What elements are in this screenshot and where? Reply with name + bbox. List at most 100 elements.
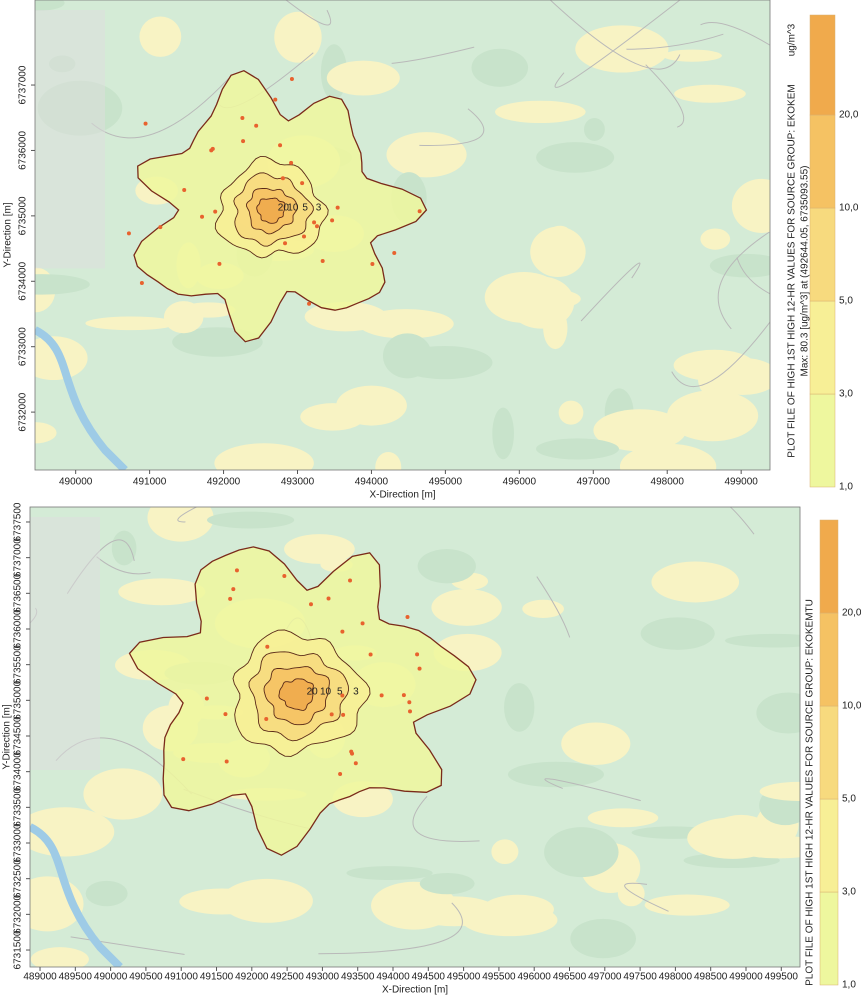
field-patch	[570, 918, 636, 959]
source-point	[340, 629, 345, 634]
field-patch	[724, 633, 800, 648]
legend-title: PLOT FILE OF HIGH 1ST HIGH 12-HR VALUES …	[787, 84, 798, 457]
contour-label: 5	[337, 687, 343, 698]
field-patch	[35, 0, 65, 11]
colorbar-band	[809, 14, 836, 116]
y-tick-label: 6733000	[18, 327, 29, 366]
x-tick-label: 496000	[518, 972, 552, 983]
source-point	[213, 209, 218, 214]
field-patch	[83, 768, 163, 820]
source-point	[408, 709, 413, 714]
source-point	[350, 751, 355, 756]
contour-label: 5	[302, 203, 308, 214]
source-point	[254, 123, 259, 128]
colorbar-band	[809, 114, 836, 209]
y-tick-label: 6734000	[18, 261, 29, 300]
field-patch	[640, 617, 715, 650]
road	[318, 902, 463, 955]
source-point	[280, 176, 285, 181]
colorbar-band	[819, 519, 839, 614]
road	[549, 0, 681, 70]
field-patch	[431, 588, 502, 626]
map-frame	[29, 506, 801, 968]
source-point	[265, 644, 270, 649]
source-point	[224, 759, 229, 764]
field-patch	[544, 827, 619, 878]
field-patch	[504, 683, 535, 732]
colorbar-label: 1,0	[842, 980, 856, 991]
field-patch	[708, 814, 774, 856]
y-tick-label: 6733000	[13, 823, 24, 862]
x-tick-label: 495000	[429, 477, 463, 488]
source-point	[228, 596, 233, 601]
source-point	[181, 757, 186, 762]
source-point	[241, 139, 246, 144]
source-point	[223, 712, 228, 717]
max-text: Max: 80.3 [ug/m^3] at (492644.05, 673509…	[800, 166, 811, 377]
colorbar-label: 10,0	[842, 701, 862, 712]
colorbar-band	[809, 393, 836, 488]
colorbar-band	[819, 798, 839, 893]
field-patch	[756, 692, 800, 734]
contour-label: 3	[353, 687, 359, 698]
road	[700, 21, 770, 46]
road	[729, 507, 755, 535]
legend-title: PLOT FILE OF HIGH 1ST HIGH 12-HR VALUES …	[805, 599, 816, 986]
source-point	[417, 666, 422, 671]
source-point	[209, 148, 214, 153]
colorbar-label: 1,0	[839, 482, 853, 493]
y-axis-label: Y-Direction [m]	[2, 704, 13, 769]
y-tick-label: 6735000	[18, 196, 29, 235]
source-point	[368, 652, 373, 657]
town	[30, 517, 100, 770]
y-tick-label: 6737500	[13, 502, 24, 541]
y-tick-label: 6734500	[13, 716, 24, 755]
colorbar-label: 5,0	[839, 296, 853, 307]
field-patch	[118, 578, 206, 606]
x-tick-label: 497000	[588, 972, 622, 983]
road	[391, 46, 475, 64]
source-point	[200, 214, 205, 219]
x-tick-label: 489500	[59, 972, 93, 983]
field-patch	[85, 880, 128, 907]
road	[70, 936, 185, 955]
source-point	[302, 234, 307, 239]
field-patch	[561, 722, 631, 765]
field-patch	[326, 60, 400, 96]
colorbar-band	[809, 300, 836, 395]
road	[671, 321, 770, 388]
colorbar-label: 3,0	[842, 887, 856, 898]
field-patch	[375, 452, 402, 470]
field-patch	[214, 443, 314, 470]
x-axis-label: X-Direction [m]	[382, 985, 448, 996]
x-tick-label: 497000	[577, 477, 611, 488]
x-tick-label: 496500	[553, 972, 587, 983]
x-tick-label: 491000	[165, 972, 199, 983]
river	[30, 823, 123, 967]
x-tick-label: 489000	[23, 972, 57, 983]
road	[419, 108, 485, 146]
source-point	[126, 231, 131, 236]
source-point	[341, 712, 346, 717]
x-tick-label: 490000	[59, 477, 93, 488]
field-patch	[346, 866, 433, 880]
x-tick-label: 494500	[412, 972, 446, 983]
field-patch	[300, 403, 365, 431]
y-tick-label: 6732500	[13, 859, 24, 898]
field-patch	[417, 549, 476, 584]
source-point	[300, 181, 305, 186]
field-patch	[491, 839, 519, 865]
field-patch	[147, 507, 214, 542]
x-tick-label: 498000	[659, 972, 693, 983]
contour-label: 20	[278, 203, 290, 214]
road	[412, 795, 480, 842]
source-point	[240, 116, 245, 121]
contour	[256, 197, 286, 224]
field-patch	[386, 132, 467, 178]
x-tick-label: 496000	[503, 477, 537, 488]
source-point	[329, 712, 334, 717]
source-point	[307, 301, 312, 306]
source-point	[264, 717, 269, 722]
